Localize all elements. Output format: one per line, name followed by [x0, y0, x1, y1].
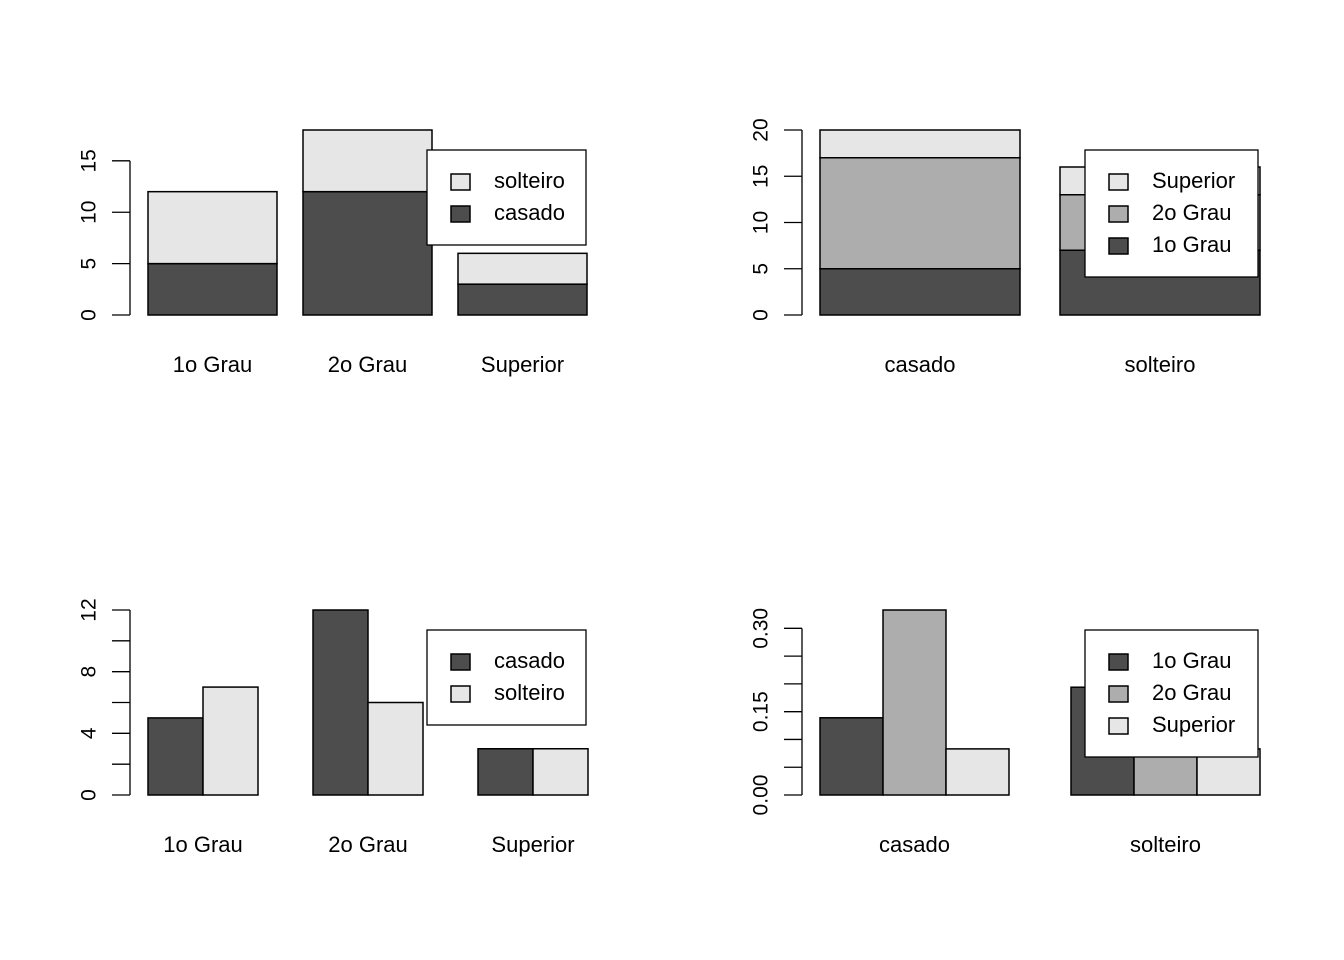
legend-key: [450, 173, 471, 191]
y-tick-label: 0: [750, 309, 773, 321]
bar: [882, 609, 947, 796]
y-tick-label: 0.00: [750, 775, 773, 816]
legend-label: Superior: [1152, 712, 1235, 737]
legend-key: [450, 653, 471, 671]
x-tick-label: Superior: [491, 832, 574, 857]
x-tick-label: solteiro: [1125, 352, 1196, 377]
legend-key: [1108, 685, 1129, 703]
y-tick-label: 15: [750, 165, 773, 188]
bar: [147, 717, 204, 796]
x-tick-label: 1o Grau: [173, 352, 253, 377]
bar: [819, 717, 884, 796]
legend-label: 1o Grau: [1152, 232, 1232, 257]
legend-label: casado: [494, 648, 565, 673]
legend-key: [1108, 205, 1129, 223]
y-tick-label: 12: [78, 598, 101, 621]
bar: [945, 748, 1010, 796]
x-tick-label: 2o Grau: [328, 832, 408, 857]
y-tick-label: 10: [750, 211, 773, 234]
y-tick-label: 8: [78, 666, 101, 678]
bar: [819, 129, 1021, 159]
y-tick-label: 5: [750, 263, 773, 275]
legend-key: [1108, 717, 1129, 735]
y-tick-label: 0: [78, 789, 101, 801]
bar: [302, 190, 433, 316]
bar: [819, 157, 1021, 270]
legend-label: solteiro: [494, 168, 565, 193]
bar: [819, 268, 1021, 316]
bar: [147, 190, 278, 265]
bar: [367, 701, 424, 796]
y-tick-label: 0.15: [750, 691, 773, 732]
legend-box: [426, 629, 587, 726]
legend-label: casado: [494, 200, 565, 225]
legend-label: solteiro: [494, 680, 565, 705]
legend-label: Superior: [1152, 168, 1235, 193]
y-tick-label: 0: [78, 309, 101, 321]
bar: [457, 252, 588, 285]
y-tick-label: 0.30: [750, 608, 773, 649]
legend-key: [450, 205, 471, 223]
x-tick-label: 2o Grau: [328, 352, 408, 377]
x-tick-label: 1o Grau: [163, 832, 243, 857]
legend-key: [450, 685, 471, 703]
bar: [532, 748, 589, 796]
legend-key: [1108, 653, 1129, 671]
y-tick-label: 10: [78, 201, 101, 224]
legend-label: 1o Grau: [1152, 648, 1232, 673]
bar: [302, 129, 433, 193]
y-tick-label: 15: [78, 149, 101, 172]
x-tick-label: Superior: [481, 352, 564, 377]
y-tick-label: 5: [78, 258, 101, 270]
x-tick-label: casado: [879, 832, 950, 857]
y-tick-label: 4: [78, 727, 101, 739]
y-tick-label: 20: [750, 118, 773, 141]
bar: [147, 262, 278, 316]
legend-box: [426, 149, 587, 246]
legend-key: [1108, 173, 1129, 191]
bar: [457, 283, 588, 316]
x-tick-label: casado: [885, 352, 956, 377]
legend-label: 2o Grau: [1152, 680, 1232, 705]
bar: [477, 748, 534, 796]
bar: [312, 609, 369, 796]
x-tick-label: solteiro: [1130, 832, 1201, 857]
legend-label: 2o Grau: [1152, 200, 1232, 225]
bar: [202, 686, 259, 796]
legend-key: [1108, 237, 1129, 255]
